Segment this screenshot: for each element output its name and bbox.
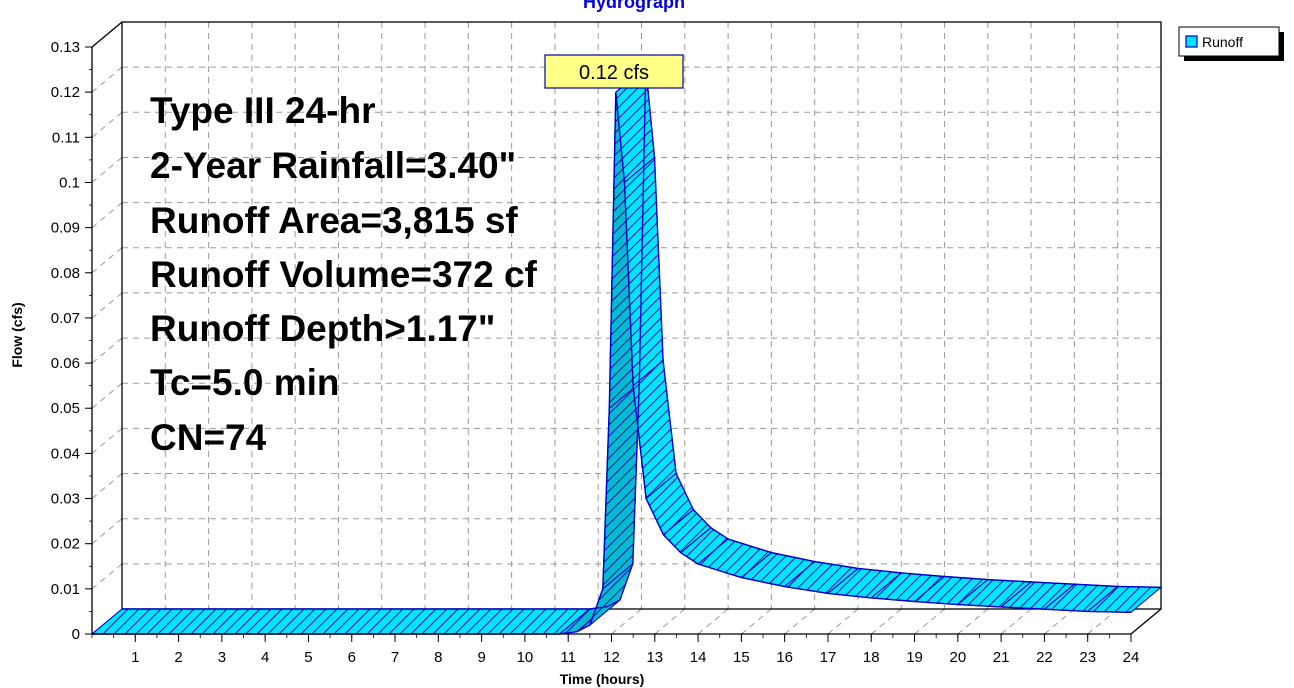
y-tick-label: 0.12	[51, 84, 80, 101]
grid-line-side	[91, 157, 123, 183]
annotation-runoff-volume: Runoff Volume=372 cf	[150, 254, 538, 295]
x-tick-label: 22	[1036, 649, 1053, 666]
x-tick-label: 8	[434, 649, 442, 666]
grid-line-side	[91, 473, 123, 499]
annotation-storm-type: Type III 24-hr	[150, 90, 376, 131]
grid-line-side	[91, 247, 123, 274]
x-tick-label: 13	[646, 649, 663, 666]
grid-line-side	[91, 428, 123, 454]
ribbon-segment	[90, 608, 592, 635]
x-tick-label: 6	[348, 649, 356, 666]
legend-label: Runoff	[1202, 34, 1243, 50]
peak-label-box	[544, 54, 684, 89]
grid-line-floor	[741, 608, 772, 635]
x-tick-label: 19	[906, 649, 923, 666]
x-tick-label: 24	[1123, 649, 1140, 666]
run-annotations: Type III 24-hr 2-Year Rainfall=3.40" Run…	[150, 90, 538, 458]
grid-line-side	[91, 518, 123, 545]
y-tick-label: 0.01	[51, 581, 80, 598]
plot-frame	[91, 21, 1162, 635]
grid-line-floor	[1087, 608, 1119, 635]
x-tick-label: 23	[1079, 649, 1096, 666]
x-tick-label: 4	[261, 649, 269, 666]
grid-line-floor	[654, 608, 686, 635]
grid-line-floor	[1000, 608, 1032, 635]
series-front-line	[92, 92, 1132, 635]
x-tick-label: 15	[733, 649, 750, 666]
x-tick-label: 16	[776, 649, 793, 666]
grid-line-side	[91, 202, 123, 228]
x-tick-label: 11	[560, 649, 576, 666]
x-tick-label: 9	[477, 649, 485, 666]
y-tick-label: 0	[72, 626, 80, 643]
x-tick-label: 21	[993, 649, 1010, 666]
annotation-runoff-area: Runoff Area=3,815 sf	[150, 200, 518, 241]
grid-line-side	[91, 337, 123, 364]
x-tick-label: 20	[949, 649, 966, 666]
annotation-tc: Tc=5.0 min	[150, 362, 340, 403]
x-tick-label: 18	[863, 649, 880, 666]
back-wall	[121, 21, 1162, 610]
x-tick-label: 2	[174, 649, 182, 666]
grid-line-floor	[1044, 608, 1075, 635]
chart-title: Hydrograph	[583, 0, 685, 12]
grid-line-floor	[870, 608, 902, 635]
y-tick-label: 0.11	[52, 129, 80, 146]
x-tick-label: 17	[820, 649, 837, 666]
x-tick-label: 3	[218, 649, 226, 666]
axes: 0 0.01 0.02 0.03 0.04 0.05 0.06 0.07 0.08 0.09 0.1…	[51, 39, 1140, 666]
peak-label: 0.12 cfs	[579, 62, 649, 84]
y-tick-label: 0.06	[51, 355, 80, 372]
grid-line-floor	[697, 608, 729, 635]
y-tick-label: 0.04	[51, 445, 80, 462]
annotation-cn: CN=74	[150, 417, 267, 458]
legend: Runoff	[1178, 26, 1284, 61]
x-tick-label: 7	[391, 649, 399, 666]
y-axis-title: Flow (cfs)	[9, 302, 25, 367]
grid-line-side	[91, 563, 123, 590]
grid-line-floor	[827, 608, 859, 635]
y-tick-label: 0.02	[51, 536, 80, 553]
x-tick-label: 12	[603, 649, 620, 666]
grid-line-floor	[914, 608, 945, 635]
annotation-rainfall: 2-Year Rainfall=3.40"	[150, 145, 516, 186]
annotation-runoff-depth: Runoff Depth>1.17"	[150, 308, 495, 349]
grid-line-side	[91, 292, 123, 319]
grid-line-side	[91, 66, 123, 93]
series-runoff	[90, 66, 1163, 635]
y-tick-label: 0.09	[51, 220, 80, 237]
x-tick-label: 1	[131, 649, 139, 666]
grid-line-floor	[784, 608, 815, 635]
wall-edge-top	[91, 21, 123, 48]
grid-line-floor	[957, 608, 989, 635]
grid-line-side	[91, 111, 123, 138]
y-tick-label: 0.13	[51, 39, 80, 56]
ribbon-segment	[602, 381, 640, 591]
x-tick-label: 5	[304, 649, 312, 666]
y-tick-label: 0.05	[51, 400, 80, 417]
legend-swatch	[1185, 35, 1198, 48]
series-back-line	[122, 67, 1162, 610]
x-axis-title: Time (hours)	[560, 671, 645, 687]
y-tick-label: 0.08	[51, 265, 80, 282]
x-tick-label: 10	[517, 649, 534, 666]
y-tick-label: 0.03	[51, 491, 80, 508]
peak-callout: 0.12 cfs	[544, 54, 684, 89]
grid-line-floor	[611, 608, 642, 635]
grid-line-side	[91, 382, 123, 409]
y-tick-label: 0.07	[51, 310, 80, 327]
y-tick-label: 0.1	[59, 174, 80, 191]
x-tick-label: 14	[690, 649, 707, 666]
floor-edge-right	[1130, 608, 1162, 635]
